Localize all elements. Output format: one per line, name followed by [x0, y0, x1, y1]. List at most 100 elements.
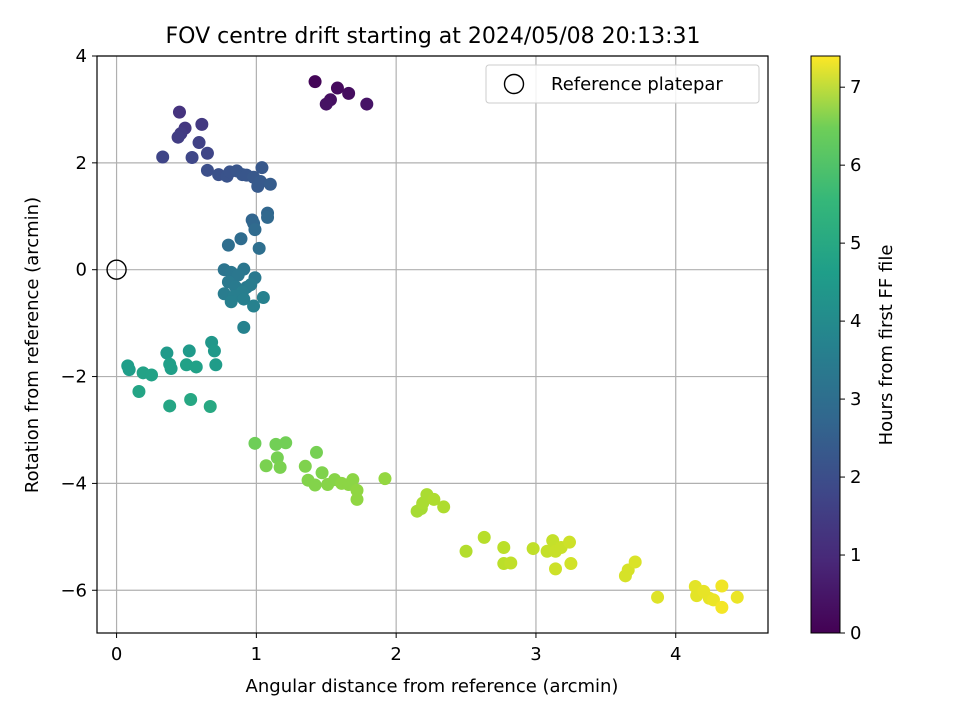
data-point-55 [182, 344, 196, 358]
data-point-118 [730, 590, 744, 604]
data-point-67 [184, 393, 198, 407]
data-point-70 [269, 437, 283, 451]
data-point-58 [122, 363, 136, 377]
data-point-117 [715, 600, 729, 614]
y-tick-label-5: −6 [60, 580, 87, 601]
data-point-53 [207, 344, 221, 358]
chart-title: FOV centre drift starting at 2024/05/08 … [166, 24, 701, 49]
y-tick-label-2: 0 [76, 260, 87, 281]
legend-label: Reference platepar [551, 74, 723, 95]
data-point-12 [200, 146, 214, 160]
data-point-33 [221, 238, 235, 252]
data-point-5 [360, 97, 374, 111]
colorbar: 0 1 2 3 4 5 6 7 Hours from first FF file [810, 55, 897, 644]
y-axis-ticks: 4 2 0 −2 −4 −6 [60, 46, 97, 601]
data-point-32 [234, 232, 248, 246]
colorbar-tick-label-5: 5 [850, 233, 861, 254]
data-point-38 [231, 268, 245, 282]
data-point-15 [200, 163, 214, 177]
data-point-87 [378, 472, 392, 486]
data-point-49 [256, 290, 270, 304]
y-axis-label: Rotation from reference (arcmin) [22, 197, 43, 493]
data-point-47 [224, 295, 238, 309]
data-point-79 [308, 478, 322, 492]
y-tick-label-3: −2 [60, 367, 87, 388]
data-point-48 [237, 292, 251, 306]
colorbar-label: Hours from first FF file [876, 245, 897, 446]
colorbar-tick-label-0: 0 [850, 623, 861, 644]
reference-marker-group [106, 259, 127, 280]
colorbar-tick-label-1: 1 [850, 545, 861, 566]
colorbar-tick-label-6: 6 [850, 155, 861, 176]
data-point-51 [237, 320, 251, 334]
data-point-66 [163, 399, 177, 413]
colorbar-tick-label-7: 7 [850, 77, 861, 98]
data-point-86 [350, 492, 364, 506]
data-point-56 [209, 358, 223, 372]
data-point-71 [279, 436, 293, 450]
data-point-96 [497, 541, 511, 555]
data-point-69 [248, 436, 262, 450]
data-point-25 [254, 175, 268, 189]
data-point-8 [195, 117, 209, 131]
reference-platepar-marker [106, 259, 127, 280]
legend-box [485, 64, 760, 104]
data-point-43 [244, 278, 258, 292]
data-point-74 [259, 459, 273, 473]
data-point-60 [164, 362, 178, 376]
data-point-116 [715, 579, 729, 593]
x-axis-ticks: 0 1 2 3 4 [111, 633, 681, 665]
plot-frame [96, 55, 769, 634]
data-point-50 [247, 299, 261, 313]
data-point-23 [255, 161, 269, 175]
data-point-85 [350, 483, 364, 497]
y-tick-label-4: −4 [60, 473, 87, 494]
x-tick-label-2: 2 [390, 644, 401, 665]
data-point-31 [248, 223, 262, 237]
colorbar-ticks: 0 1 2 3 4 5 6 7 [840, 77, 861, 644]
colorbar-tick-label-4: 4 [850, 311, 861, 332]
x-axis-label: Angular distance from reference (arcmin) [246, 676, 619, 697]
data-point-99 [526, 542, 540, 556]
data-point-61 [179, 358, 193, 372]
data-point-14 [185, 151, 199, 165]
data-point-104 [549, 562, 563, 576]
colorbar-gradient [810, 55, 841, 634]
data-point-54 [160, 346, 174, 360]
data-point-64 [145, 368, 159, 382]
data-point-34 [252, 241, 266, 255]
data-point-73 [309, 445, 323, 459]
data-point-84 [346, 473, 360, 487]
data-point-77 [315, 466, 329, 480]
data-point-98 [504, 556, 518, 570]
x-tick-label-3: 3 [530, 644, 541, 665]
x-tick-label-1: 1 [251, 644, 262, 665]
data-point-62 [189, 360, 203, 374]
data-point-0 [308, 75, 322, 89]
data-point-106 [564, 557, 578, 571]
data-point-68 [203, 399, 217, 413]
data-point-92 [427, 492, 441, 506]
data-point-11 [192, 136, 206, 150]
data-point-4 [319, 97, 333, 111]
legend: Reference platepar [485, 64, 760, 104]
data-point-1 [330, 81, 344, 95]
colorbar-tick-label-2: 2 [850, 467, 861, 488]
x-tick-label-4: 4 [670, 644, 681, 665]
data-point-2 [342, 86, 356, 100]
data-point-76 [298, 459, 312, 473]
data-point-65 [132, 385, 146, 399]
y-tick-label-0: 4 [76, 46, 87, 67]
data-point-105 [562, 535, 576, 549]
y-tick-label-1: 2 [76, 153, 87, 174]
data-point-6 [172, 105, 186, 119]
data-point-115 [706, 593, 720, 607]
data-point-110 [651, 590, 665, 604]
x-tick-label-0: 0 [111, 644, 122, 665]
data-point-75 [273, 460, 287, 474]
data-point-13 [156, 150, 170, 164]
data-point-30 [261, 210, 275, 224]
data-point-94 [459, 544, 473, 558]
